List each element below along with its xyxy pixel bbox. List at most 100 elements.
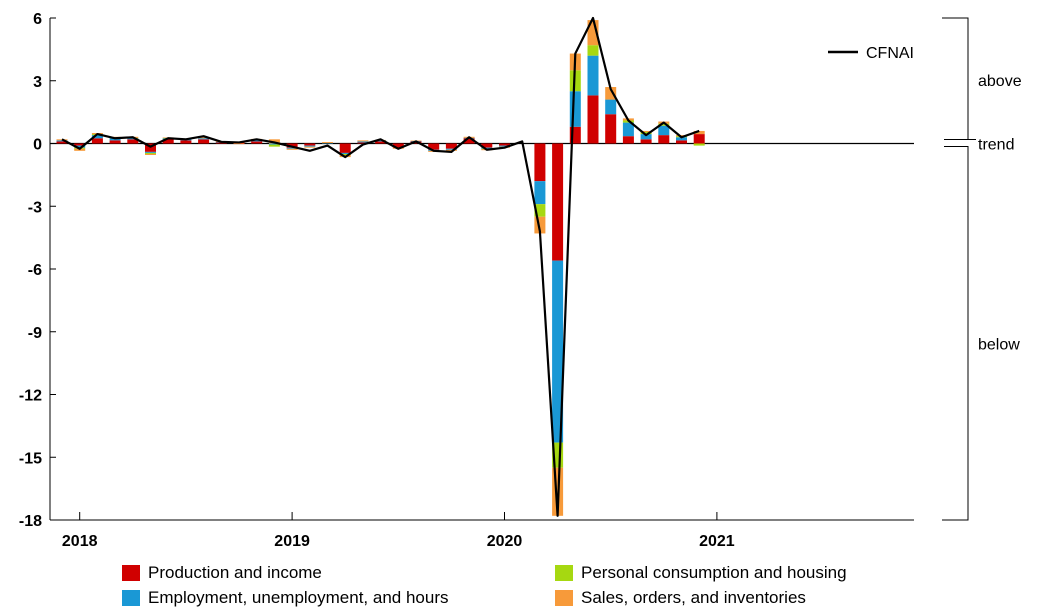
cfnai-legend-label: CFNAI [866, 45, 914, 62]
bar-segment [162, 139, 174, 144]
bar-segment [286, 147, 298, 149]
bar-segment [587, 20, 599, 46]
cfnai-legend: CFNAI [828, 45, 914, 62]
bar-segment [658, 123, 670, 126]
bar-segment [198, 138, 210, 140]
bar-segment [605, 99, 617, 115]
bar-segment [534, 181, 546, 205]
y-tick-label: -15 [19, 450, 42, 467]
bar-segment [428, 143, 440, 150]
bar-segment [605, 87, 617, 100]
bar-segment [91, 135, 103, 139]
bar-segment [587, 55, 599, 96]
x-tick-label: 2018 [62, 533, 98, 550]
bar-segment [268, 144, 280, 147]
bar-segment [251, 140, 263, 142]
trend-bracket: above trend below [942, 17, 1022, 521]
bar-segment [693, 130, 705, 135]
x-tick-label: 2020 [487, 533, 523, 550]
bar-segment [658, 135, 670, 144]
bar-segment [251, 141, 263, 144]
bar-segment [693, 143, 705, 146]
bar-segment [91, 138, 103, 144]
cfnai-line [61, 16, 700, 517]
bar-segment [304, 146, 316, 148]
bar-segment [198, 137, 210, 139]
bar-segment [56, 140, 68, 142]
bar-segment [587, 45, 599, 56]
bar-segment [74, 145, 86, 148]
bar-segment [658, 125, 670, 136]
bar-segment [499, 143, 510, 146]
y-tick-label: 6 [33, 11, 42, 28]
bar-segment [552, 442, 564, 468]
bar-segment [534, 143, 546, 182]
bar-segment [445, 148, 457, 150]
bar-segment [640, 134, 652, 140]
bar-segment [534, 216, 546, 234]
bar-segment [304, 145, 316, 147]
bar-segment [145, 151, 156, 153]
below-bracket [942, 146, 969, 521]
bar-segment [375, 141, 387, 144]
bar-segment [215, 142, 227, 144]
x-tick-label: 2021 [699, 533, 735, 550]
cfnai-line-layer [61, 16, 700, 517]
bar-segment [622, 136, 634, 144]
y-tick-label: -12 [19, 388, 42, 405]
bar-segment [56, 141, 68, 144]
bar-segment [339, 143, 351, 153]
bar-segment [640, 130, 652, 132]
bar-segment [233, 143, 245, 145]
y-tick-label: -3 [28, 199, 42, 216]
bar-segment [392, 143, 404, 148]
bar-segment [552, 143, 564, 261]
bar-segment [357, 141, 369, 143]
bar-segment [445, 149, 457, 151]
above-bracket [942, 17, 969, 140]
x-tick-label: 2019 [274, 533, 310, 550]
bar-segment [499, 145, 510, 147]
bar-segment [322, 142, 333, 144]
bar-segment [587, 95, 599, 144]
bar-segment [463, 138, 475, 144]
y-tick-label: -9 [28, 325, 42, 342]
bar-segment [445, 143, 457, 149]
bracket-label-trend: trend [978, 137, 1014, 154]
bar-segment [268, 143, 280, 145]
bar-segment [198, 139, 210, 144]
bar-segment [322, 143, 333, 144]
bar-segment [481, 147, 493, 149]
bar-segment [676, 140, 687, 144]
bar-segment [534, 204, 546, 217]
bar-segment [127, 138, 139, 140]
bar-segment [676, 135, 687, 137]
bar-segment [339, 153, 351, 156]
bar-segment [180, 140, 192, 144]
bar-segment [640, 139, 652, 144]
y-tick-label: 0 [33, 137, 42, 154]
axes-layer: 6 3 0 -3 -6 -9 -12 -15 -18 2018 2019 2020 2021 [19, 11, 914, 550]
bar-segment [74, 143, 86, 146]
bar-segment [357, 140, 369, 142]
bar-segment [357, 142, 369, 144]
bar-segment [640, 131, 652, 135]
bar-segment [375, 140, 387, 142]
bar-segment [605, 114, 617, 144]
bar-segment [127, 139, 139, 144]
bar-segment [109, 140, 121, 144]
bar-segment [569, 91, 581, 127]
bar-segment [145, 152, 156, 154]
bar-segment [552, 260, 564, 443]
bar-segment [145, 153, 156, 156]
y-tick-label: -6 [28, 262, 42, 279]
bar-segment [304, 143, 316, 146]
bracket-label-above: above [978, 73, 1022, 90]
bar-segment [693, 134, 705, 144]
bars-layer [56, 20, 705, 516]
bar-segment [286, 148, 298, 150]
bar-segment [569, 126, 581, 144]
bar-segment [676, 137, 687, 141]
bar-segment [622, 122, 634, 137]
